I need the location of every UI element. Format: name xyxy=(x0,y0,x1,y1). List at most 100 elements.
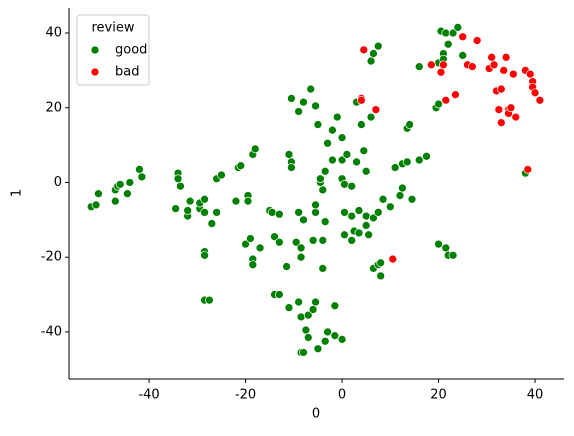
point xyxy=(267,208,277,217)
point xyxy=(328,155,337,165)
point xyxy=(487,52,496,62)
point xyxy=(340,179,349,189)
point xyxy=(347,181,357,191)
point xyxy=(185,196,195,206)
point xyxy=(287,163,296,172)
point xyxy=(434,99,443,109)
point xyxy=(301,325,311,335)
point xyxy=(241,239,250,249)
point xyxy=(311,101,320,111)
point xyxy=(250,144,260,154)
point xyxy=(506,103,516,113)
point xyxy=(171,204,180,213)
point xyxy=(320,336,330,346)
point xyxy=(359,146,369,156)
point xyxy=(340,208,349,217)
point xyxy=(330,301,340,311)
point xyxy=(441,95,451,105)
point xyxy=(231,196,241,206)
point xyxy=(373,41,383,51)
point xyxy=(183,206,193,215)
point xyxy=(320,217,330,227)
x-tick-label: 40 xyxy=(527,388,544,403)
point xyxy=(448,250,458,260)
point xyxy=(284,150,294,159)
point xyxy=(275,237,284,247)
point xyxy=(236,161,246,171)
legend-marker xyxy=(90,67,100,77)
x-tick-label: 0 xyxy=(338,388,346,403)
point xyxy=(318,264,328,273)
point xyxy=(441,243,451,253)
y-tick-label: -20 xyxy=(41,250,62,265)
point xyxy=(308,305,318,314)
point xyxy=(439,60,448,70)
point xyxy=(407,194,417,204)
point xyxy=(378,194,388,204)
point xyxy=(275,290,284,299)
point xyxy=(323,138,332,148)
point xyxy=(525,69,535,79)
point xyxy=(342,150,352,159)
x-axis-label: 0 xyxy=(312,407,320,422)
point xyxy=(499,66,509,75)
point xyxy=(347,236,357,245)
point xyxy=(243,196,253,206)
x-tick-label: -20 xyxy=(235,388,256,403)
point xyxy=(414,62,424,72)
point xyxy=(508,69,518,79)
point xyxy=(458,51,468,60)
legend-box xyxy=(76,14,150,86)
legend-marker xyxy=(90,45,100,55)
point xyxy=(299,348,308,357)
point xyxy=(390,163,400,172)
point xyxy=(330,331,340,341)
y-axis-label: 1 xyxy=(10,189,25,197)
point xyxy=(496,84,506,94)
y-tick-label: -40 xyxy=(41,324,62,339)
point xyxy=(530,88,540,98)
point xyxy=(306,84,316,94)
point xyxy=(511,112,521,122)
point xyxy=(323,327,332,337)
point xyxy=(451,90,460,100)
point xyxy=(294,297,303,307)
point xyxy=(405,120,414,129)
point xyxy=(354,228,364,238)
point xyxy=(361,221,371,230)
point xyxy=(369,213,378,223)
y-tick-label: 20 xyxy=(45,100,62,115)
point xyxy=(318,185,328,195)
point xyxy=(296,252,306,262)
point xyxy=(385,202,395,212)
point xyxy=(357,120,366,129)
point xyxy=(270,232,279,242)
legend-title: review xyxy=(92,21,135,36)
point xyxy=(422,151,431,161)
point xyxy=(110,196,120,206)
point xyxy=(535,95,545,105)
point xyxy=(489,60,499,70)
point xyxy=(337,133,347,142)
point xyxy=(308,236,318,245)
point xyxy=(443,39,453,49)
x-tick-label: 20 xyxy=(430,388,447,403)
point xyxy=(200,250,209,260)
point xyxy=(337,155,347,165)
point xyxy=(332,112,342,122)
point xyxy=(311,208,320,217)
point xyxy=(398,183,407,193)
point xyxy=(364,230,373,240)
point xyxy=(115,179,125,189)
point xyxy=(376,258,386,268)
point xyxy=(366,112,376,122)
legend-label: good xyxy=(115,43,147,58)
point xyxy=(303,333,313,342)
point xyxy=(311,200,320,210)
point xyxy=(217,170,226,180)
point xyxy=(373,208,383,217)
point xyxy=(311,297,320,307)
point xyxy=(291,237,301,247)
point xyxy=(494,105,504,114)
point xyxy=(284,303,294,312)
